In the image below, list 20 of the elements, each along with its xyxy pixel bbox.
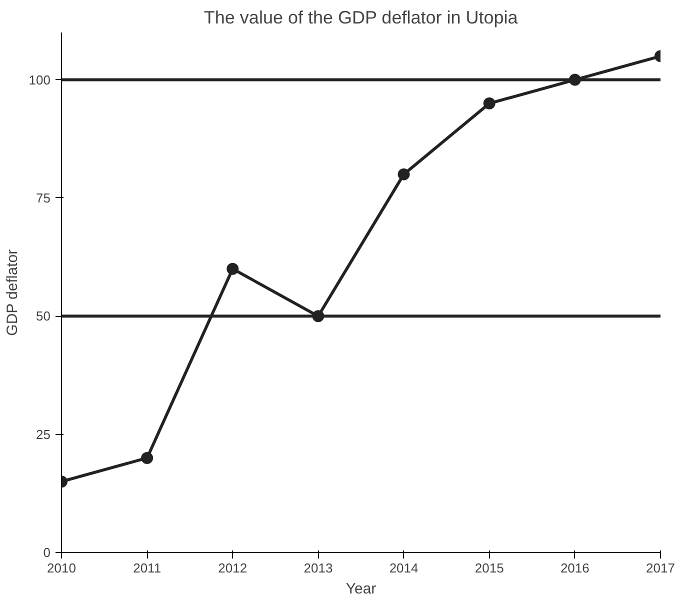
- x-tick-label: 2014: [389, 560, 418, 576]
- x-tick-label: 2015: [474, 560, 504, 576]
- point: [226, 262, 239, 275]
- y-tick-label: 25: [36, 426, 51, 442]
- y-tick-label: 50: [36, 308, 51, 324]
- y-tick-label: 100: [28, 72, 51, 88]
- y-tick-label: 75: [36, 190, 51, 206]
- y-tick-label: 0: [43, 545, 51, 560]
- x-tick-label: 2012: [218, 560, 248, 576]
- x-tick-label: 2011: [133, 560, 162, 576]
- x-tick-label: 2010: [47, 560, 76, 576]
- point: [141, 452, 154, 464]
- x-tick-label: 2017: [646, 560, 675, 576]
- x-axis-title: Year: [346, 580, 376, 598]
- x-tick-label: 2016: [560, 560, 590, 576]
- chart-title: The value of the GDP deflator in Utopia: [204, 8, 519, 28]
- y-axis-title: GDP deflator: [4, 249, 21, 336]
- x-tick-label: 2013: [304, 560, 333, 576]
- point: [483, 97, 496, 110]
- point: [398, 168, 410, 180]
